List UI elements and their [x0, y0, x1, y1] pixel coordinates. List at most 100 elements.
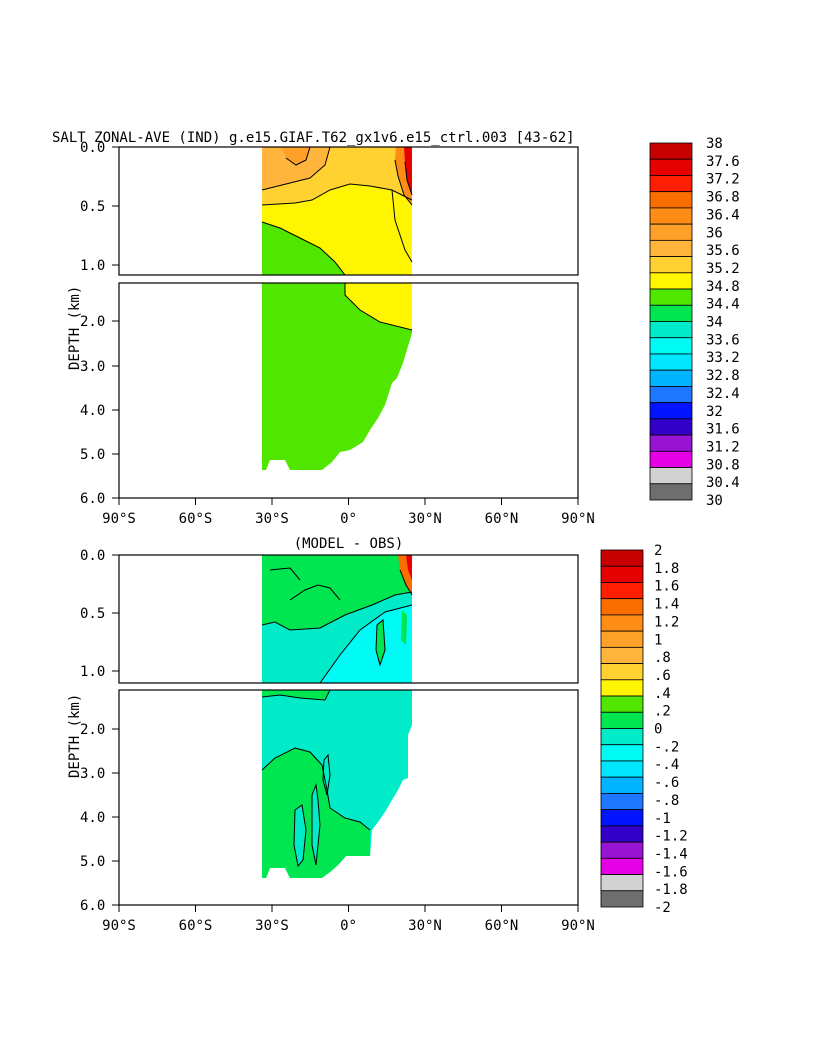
colorbar-swatch [600, 857, 644, 875]
y-tick-label: 0.0 [80, 140, 105, 156]
y-tick-label: 2.0 [80, 314, 105, 330]
colorbar-label: 32 [706, 404, 723, 420]
colorbar-swatch [600, 614, 644, 632]
colorbar-label: 36.4 [706, 207, 740, 223]
colorbar-label: -1.8 [654, 882, 688, 898]
y-axis-label: DEPTH (km) [67, 694, 83, 778]
colorbar-swatch [649, 386, 693, 404]
colorbar-swatch [600, 663, 644, 681]
salt-upper-contours [261, 147, 413, 275]
x-tick-label: 60°S [179, 918, 213, 934]
y-tick-label: 5.0 [80, 854, 105, 870]
colorbar-label: .4 [654, 686, 671, 702]
x-tick-label: 0° [340, 511, 357, 527]
panel2-x-ticks [118, 905, 579, 912]
colorbar-label: -1 [654, 811, 671, 827]
colorbar-swatch [600, 728, 644, 746]
colorbar-label: -.4 [654, 757, 679, 773]
colorbar-salt: 3837.637.236.836.43635.635.234.834.43433… [649, 136, 740, 509]
colorbar-label: 0 [654, 722, 662, 738]
y-tick-label: 4.0 [80, 810, 105, 826]
colorbar-swatch [649, 418, 693, 436]
panel1-upper-frame [118, 146, 579, 276]
panel1-y-ticks [112, 146, 119, 499]
colorbar-swatch [649, 353, 693, 371]
colorbar-swatch [649, 223, 693, 241]
colorbar-swatch [649, 239, 693, 257]
colorbar-swatch [600, 679, 644, 697]
colorbar-swatch [649, 256, 693, 274]
colorbar-label: 32.8 [706, 368, 740, 384]
x-tick-label: 30°N [408, 918, 442, 934]
x-tick-label: 30°S [255, 918, 289, 934]
colorbar-label: -1.2 [654, 829, 688, 845]
x-tick-label: 30°N [408, 511, 442, 527]
colorbar-label: -.8 [654, 793, 679, 809]
colorbar-label: 34.4 [706, 297, 740, 313]
colorbar-swatch [649, 158, 693, 176]
colorbar-label: 1.8 [654, 561, 679, 577]
colorbar-label: 31.2 [706, 439, 740, 455]
colorbar-label: 34.8 [706, 279, 740, 295]
colorbar-swatch [649, 142, 693, 160]
y-tick-label: 1.0 [80, 258, 105, 274]
colorbar-swatch [600, 890, 644, 908]
colorbar-label: -2 [654, 900, 671, 916]
colorbar-swatch [600, 809, 644, 827]
colorbar-swatch [649, 272, 693, 290]
colorbar-label: 36.8 [706, 190, 740, 206]
y-tick-label: 3.0 [80, 766, 105, 782]
colorbar-swatch [649, 402, 693, 420]
y-tick-label: 0.5 [80, 606, 105, 622]
y-tick-label: 0.5 [80, 199, 105, 215]
colorbar-swatch [649, 434, 693, 452]
colorbar-label: .2 [654, 704, 671, 720]
x-tick-label: 30°S [255, 511, 289, 527]
colorbar-label: 36 [706, 225, 723, 241]
colorbar-label: 1.2 [654, 614, 679, 630]
colorbar-label: 1.6 [654, 579, 679, 595]
diff-lower-contours [261, 690, 371, 868]
colorbar-swatch [649, 483, 693, 501]
colorbar-label: 38 [706, 136, 723, 152]
x-tick-label: 60°N [485, 511, 519, 527]
colorbar-label: 34 [706, 315, 723, 331]
colorbar-swatch [649, 337, 693, 355]
colorbar-label: .8 [654, 650, 671, 666]
colorbar-swatch [649, 288, 693, 306]
x-tick-label: 90°N [561, 918, 595, 934]
salt-lower-field [262, 283, 412, 470]
y-axis-label: DEPTH (km) [67, 286, 83, 370]
colorbar-swatch [600, 841, 644, 859]
colorbar-label: 33.6 [706, 332, 740, 348]
x-tick-label: 60°S [179, 511, 213, 527]
colorbar-swatch [649, 175, 693, 193]
x-tick-label: 90°S [102, 918, 136, 934]
colorbar-label: .6 [654, 668, 671, 684]
colorbar-swatch [649, 467, 693, 485]
colorbar-label: -1.4 [654, 846, 688, 862]
panel1-x-ticks [118, 498, 579, 505]
colorbar-swatch [600, 646, 644, 664]
colorbar-swatch [600, 874, 644, 892]
colorbar-swatch [600, 825, 644, 843]
colorbar-label: -.6 [654, 775, 679, 791]
colorbar-swatch [649, 207, 693, 225]
colorbar-swatch [600, 776, 644, 794]
colorbar-swatch [600, 582, 644, 600]
y-tick-label: 6.0 [80, 898, 105, 914]
colorbar-label: 1.4 [654, 597, 679, 613]
colorbar-label: -1.6 [654, 864, 688, 880]
colorbar-swatch [600, 630, 644, 648]
y-tick-label: 0.0 [80, 548, 105, 564]
y-tick-label: 6.0 [80, 491, 105, 507]
y-tick-label: 5.0 [80, 447, 105, 463]
panel2-y-ticks [112, 554, 119, 906]
y-tick-label: 3.0 [80, 359, 105, 375]
colorbar-swatch [649, 369, 693, 387]
y-tick-label: 2.0 [80, 722, 105, 738]
panel2-upper-frame [118, 554, 579, 684]
colorbar-label: 1 [654, 632, 662, 648]
colorbar-swatch [600, 711, 644, 729]
colorbar-label: 30 [706, 493, 723, 509]
